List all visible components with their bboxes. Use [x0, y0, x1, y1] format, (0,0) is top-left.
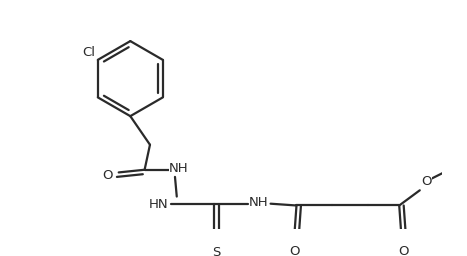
Text: O: O — [102, 169, 113, 183]
Text: S: S — [212, 246, 220, 256]
Text: HN: HN — [149, 198, 169, 211]
Text: O: O — [422, 175, 432, 188]
Text: O: O — [398, 246, 409, 256]
Text: NH: NH — [169, 162, 188, 175]
Text: NH: NH — [249, 196, 269, 209]
Text: Cl: Cl — [82, 46, 95, 59]
Text: O: O — [290, 246, 300, 256]
